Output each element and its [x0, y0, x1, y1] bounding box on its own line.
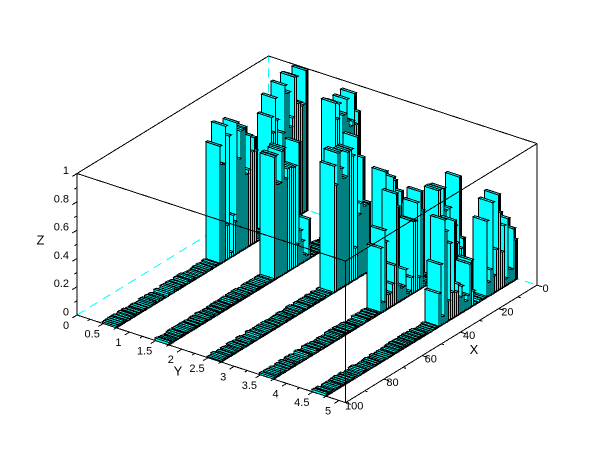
svg-text:2: 2	[168, 354, 174, 366]
svg-text:0: 0	[63, 307, 69, 319]
svg-text:40: 40	[463, 330, 475, 342]
svg-text:0.5: 0.5	[85, 329, 100, 341]
svg-text:4.5: 4.5	[294, 397, 309, 409]
svg-text:3.5: 3.5	[242, 380, 257, 392]
svg-text:4: 4	[273, 388, 279, 400]
svg-text:X: X	[470, 342, 479, 357]
svg-text:0.8: 0.8	[54, 193, 69, 205]
svg-text:Z: Z	[37, 233, 45, 248]
svg-text:1: 1	[63, 165, 69, 177]
svg-text:60: 60	[425, 353, 437, 365]
svg-text:100: 100	[345, 400, 363, 412]
svg-text:0: 0	[543, 283, 549, 295]
svg-text:0.2: 0.2	[54, 278, 69, 290]
svg-text:0: 0	[63, 320, 69, 332]
svg-text:0.6: 0.6	[54, 222, 69, 234]
svg-text:80: 80	[386, 377, 398, 389]
svg-text:1.5: 1.5	[137, 346, 152, 358]
svg-text:5: 5	[325, 406, 331, 418]
svg-text:0.4: 0.4	[54, 250, 69, 262]
svg-text:2.5: 2.5	[189, 363, 204, 375]
svg-text:20: 20	[501, 306, 513, 318]
svg-text:Y: Y	[174, 364, 183, 379]
svg-text:3: 3	[220, 371, 226, 383]
svg-text:1: 1	[115, 337, 121, 349]
